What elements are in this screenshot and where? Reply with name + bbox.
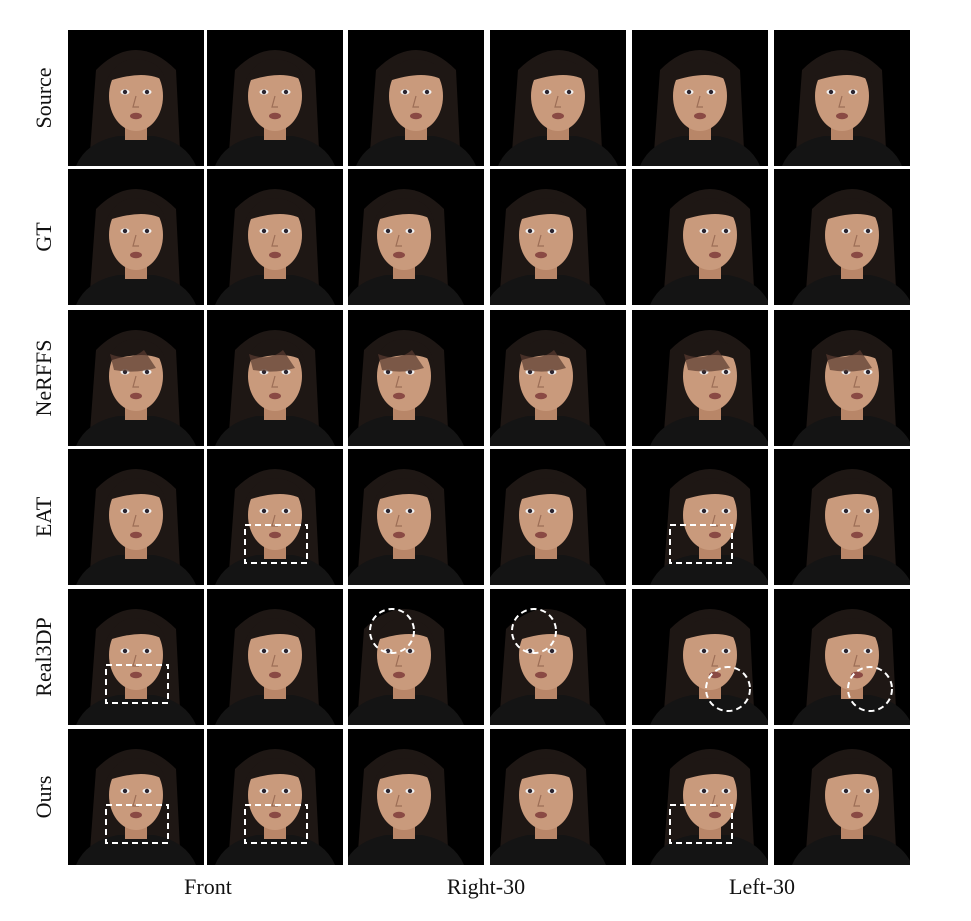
image-cell: [68, 589, 204, 725]
image-cell: [348, 169, 484, 305]
image-cell: [348, 30, 484, 166]
face-photo: [68, 589, 204, 725]
face-photo: [207, 169, 343, 305]
image-cell: [348, 729, 484, 865]
image-cell: [68, 449, 204, 585]
face-photo: [632, 169, 768, 305]
face-photo: [490, 589, 626, 725]
face-photo: [632, 589, 768, 725]
row-label: Real3DP: [31, 617, 56, 697]
image-cell: [490, 30, 626, 166]
image-cell: [632, 169, 768, 305]
face-photo: [774, 310, 910, 446]
image-cell: [490, 589, 626, 725]
image-cell: [632, 30, 768, 166]
column-group-label: Front: [184, 874, 232, 899]
face-photo: [207, 310, 343, 446]
face-photo: [490, 30, 626, 166]
face-photo: [68, 729, 204, 865]
image-cell: [348, 589, 484, 725]
image-cell: [632, 449, 768, 585]
image-cell: [774, 30, 910, 166]
image-cell: [207, 589, 343, 725]
face-photo: [774, 729, 910, 865]
row-label: EAT: [31, 496, 56, 538]
face-photo: [348, 729, 484, 865]
image-cell: [490, 310, 626, 446]
image-cell: [68, 729, 204, 865]
column-group-label: Right-30: [446, 874, 526, 899]
face-photo: [68, 169, 204, 305]
face-photo: [348, 30, 484, 166]
face-photo: [68, 449, 204, 585]
image-cell: [68, 169, 204, 305]
face-photo: [207, 30, 343, 166]
column-group-label: Left-30: [729, 874, 795, 899]
face-photo: [774, 589, 910, 725]
face-photo: [348, 169, 484, 305]
image-cell: [207, 169, 343, 305]
image-cell: [207, 729, 343, 865]
image-cell: [348, 310, 484, 446]
image-cell: [774, 449, 910, 585]
face-photo: [348, 589, 484, 725]
image-cell: [774, 729, 910, 865]
face-photo: [632, 729, 768, 865]
row-label: NeRFFS: [31, 339, 56, 417]
face-photo: [490, 169, 626, 305]
face-photo: [632, 310, 768, 446]
row-label: GT: [31, 222, 56, 252]
face-photo: [68, 30, 204, 166]
image-cell: [632, 729, 768, 865]
image-cell: [348, 449, 484, 585]
row-label: Source: [31, 67, 56, 129]
face-photo: [632, 449, 768, 585]
face-photo: [490, 310, 626, 446]
face-photo: [774, 30, 910, 166]
image-cell: [490, 449, 626, 585]
image-cell: [207, 30, 343, 166]
face-photo: [68, 310, 204, 446]
face-photo: [490, 729, 626, 865]
image-cell: [490, 729, 626, 865]
image-cell: [774, 310, 910, 446]
image-cell: [774, 589, 910, 725]
face-photo: [207, 589, 343, 725]
face-photo: [774, 449, 910, 585]
image-cell: [68, 310, 204, 446]
image-cell: [632, 589, 768, 725]
face-photo: [490, 449, 626, 585]
image-cell: [490, 169, 626, 305]
face-photo: [207, 729, 343, 865]
face-photo: [207, 449, 343, 585]
face-photo: [774, 169, 910, 305]
face-photo: [348, 310, 484, 446]
image-cell: [68, 30, 204, 166]
image-cell: [207, 449, 343, 585]
row-label: Ours: [31, 775, 56, 819]
image-cell: [774, 169, 910, 305]
image-cell: [207, 310, 343, 446]
image-cell: [632, 310, 768, 446]
face-photo: [348, 449, 484, 585]
face-photo: [632, 30, 768, 166]
